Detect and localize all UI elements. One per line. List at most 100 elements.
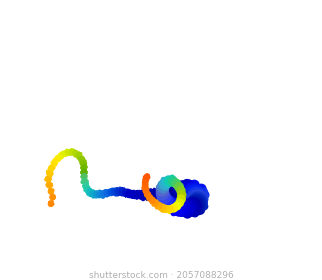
Circle shape: [177, 181, 185, 190]
Circle shape: [168, 192, 175, 199]
Circle shape: [107, 188, 115, 196]
Circle shape: [146, 185, 148, 188]
Circle shape: [105, 194, 109, 197]
Circle shape: [168, 178, 171, 181]
Circle shape: [171, 182, 177, 189]
Circle shape: [72, 154, 73, 155]
Circle shape: [164, 207, 167, 211]
Circle shape: [86, 188, 94, 196]
Circle shape: [189, 195, 194, 200]
Circle shape: [90, 190, 92, 192]
Circle shape: [173, 210, 174, 211]
Circle shape: [142, 188, 144, 190]
Circle shape: [182, 190, 185, 193]
Circle shape: [62, 155, 64, 157]
Circle shape: [50, 195, 52, 197]
Circle shape: [169, 196, 173, 199]
Circle shape: [55, 155, 58, 158]
Circle shape: [79, 160, 81, 163]
Circle shape: [181, 191, 189, 199]
Circle shape: [161, 186, 166, 190]
Circle shape: [196, 206, 205, 215]
Circle shape: [178, 192, 181, 194]
Circle shape: [158, 207, 161, 210]
Circle shape: [193, 211, 198, 216]
Circle shape: [158, 188, 162, 192]
Circle shape: [98, 190, 99, 192]
Circle shape: [189, 211, 193, 215]
Circle shape: [173, 211, 178, 216]
Circle shape: [53, 160, 55, 162]
Circle shape: [143, 184, 144, 185]
Circle shape: [171, 192, 174, 195]
Circle shape: [70, 153, 72, 155]
Circle shape: [180, 200, 188, 208]
Circle shape: [201, 198, 207, 204]
Circle shape: [185, 185, 207, 207]
Circle shape: [179, 199, 182, 202]
Circle shape: [84, 182, 87, 185]
Circle shape: [51, 172, 54, 175]
Circle shape: [101, 195, 105, 199]
Circle shape: [140, 196, 144, 200]
Circle shape: [143, 181, 144, 182]
Circle shape: [163, 180, 165, 182]
Circle shape: [113, 191, 116, 194]
Circle shape: [127, 189, 130, 192]
Circle shape: [65, 154, 67, 157]
Circle shape: [122, 187, 126, 191]
Circle shape: [79, 160, 80, 161]
Circle shape: [172, 183, 175, 186]
Circle shape: [175, 200, 179, 204]
Circle shape: [182, 212, 187, 216]
Circle shape: [48, 188, 54, 194]
Circle shape: [182, 194, 192, 205]
Circle shape: [151, 194, 153, 196]
Circle shape: [157, 188, 169, 201]
Circle shape: [131, 193, 135, 197]
Circle shape: [122, 193, 126, 196]
Circle shape: [173, 187, 176, 189]
Circle shape: [98, 190, 101, 193]
Circle shape: [174, 190, 178, 194]
Circle shape: [178, 195, 183, 200]
Circle shape: [184, 197, 194, 207]
Circle shape: [130, 195, 132, 198]
Circle shape: [176, 208, 178, 210]
Circle shape: [80, 156, 81, 158]
Circle shape: [110, 188, 112, 190]
Circle shape: [170, 191, 175, 197]
Circle shape: [118, 186, 122, 191]
Circle shape: [159, 204, 162, 207]
Circle shape: [166, 192, 171, 198]
Circle shape: [191, 206, 195, 209]
Circle shape: [108, 189, 111, 193]
Circle shape: [146, 190, 148, 192]
Circle shape: [87, 187, 88, 188]
Circle shape: [73, 154, 77, 158]
Circle shape: [153, 199, 155, 200]
Circle shape: [165, 205, 171, 211]
Circle shape: [85, 191, 89, 194]
Circle shape: [156, 194, 161, 199]
Circle shape: [80, 176, 82, 178]
Circle shape: [185, 196, 205, 215]
Circle shape: [180, 190, 185, 194]
Circle shape: [80, 171, 83, 174]
Circle shape: [55, 162, 58, 164]
Circle shape: [60, 158, 61, 160]
Circle shape: [168, 181, 172, 184]
Circle shape: [90, 193, 92, 195]
Circle shape: [93, 192, 95, 193]
Circle shape: [106, 193, 108, 195]
Circle shape: [181, 183, 183, 184]
Circle shape: [190, 207, 194, 211]
Circle shape: [174, 182, 184, 192]
Circle shape: [147, 177, 149, 179]
Circle shape: [154, 192, 157, 195]
Circle shape: [125, 196, 127, 198]
Circle shape: [54, 164, 57, 167]
Circle shape: [80, 164, 88, 171]
Circle shape: [80, 168, 88, 175]
Circle shape: [51, 171, 53, 172]
